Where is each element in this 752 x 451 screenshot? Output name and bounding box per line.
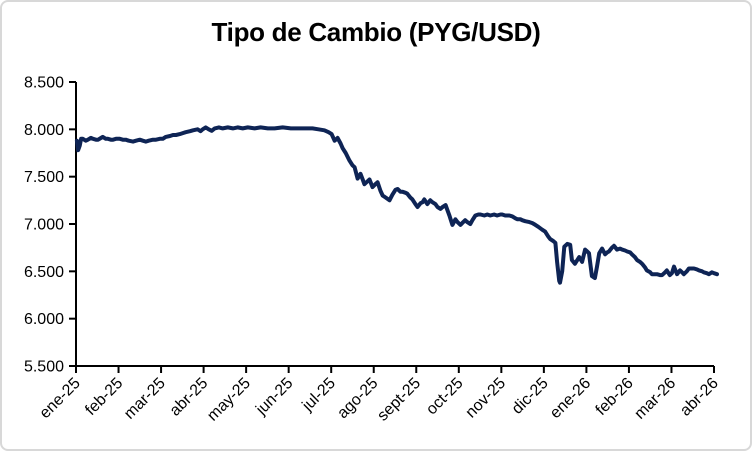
x-axis-tick-label: nov-25 [463, 375, 510, 422]
y-axis-tick-label: 5.500 [24, 359, 64, 376]
x-axis-tick-label: ene-26 [547, 375, 594, 422]
x-axis-tick-label: jun-25 [252, 375, 296, 419]
x-axis-tick-label: sept-25 [374, 375, 424, 425]
x-axis-tick-label: ago-25 [334, 375, 381, 422]
x-axis-tick-label: dic-25 [509, 375, 552, 418]
x-axis-tick-label: mar-25 [121, 375, 169, 423]
y-axis-tick-label: 7.500 [24, 169, 64, 186]
y-axis-tick-label: 8.000 [24, 122, 64, 139]
y-axis-tick-label: 8.500 [24, 75, 64, 92]
y-axis-tick-label: 6.000 [24, 311, 64, 328]
x-axis-tick-label: jul-25 [299, 375, 339, 415]
exchange-rate-series-line [74, 125, 719, 285]
y-axis-tick-label: 7.000 [24, 217, 64, 234]
x-axis-tick-label: feb-26 [593, 375, 637, 419]
x-axis-tick-label: feb-25 [82, 375, 126, 419]
x-axis-tick-label: may-25 [204, 375, 254, 425]
x-axis-tick-label: ene-25 [37, 375, 84, 422]
x-axis-tick-label: mar-26 [631, 375, 679, 423]
y-axis-tick-label: 6.500 [24, 264, 64, 281]
x-axis-tick-label: oct-25 [423, 375, 467, 419]
chart-title: Tipo de Cambio (PYG/USD) [211, 17, 541, 47]
axis-lines [75, 82, 714, 367]
x-axis-tick-label: abr-26 [677, 375, 722, 420]
